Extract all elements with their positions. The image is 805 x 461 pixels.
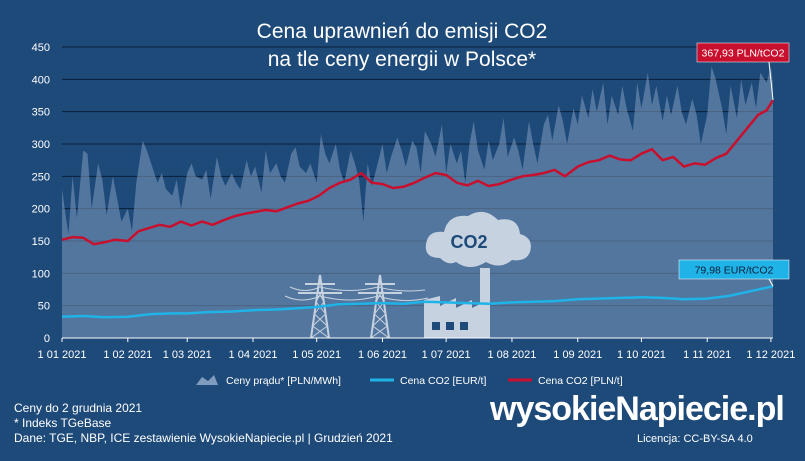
y-tick-label: 400 [32, 74, 50, 86]
y-tick-label: 0 [44, 333, 50, 345]
pylon-legs [310, 274, 330, 339]
cloud: CO2 [425, 211, 531, 267]
pylon-left [298, 274, 342, 339]
factory-window [460, 322, 468, 330]
pylon-legs [370, 274, 390, 339]
y-tick-label: 100 [32, 268, 50, 280]
x-tick-label: 1 07 2021 [422, 349, 471, 361]
cloud-co2-label: CO2 [450, 232, 487, 252]
annotations: 367,93 PLN/tCO2 79,98 EUR/tCO2 [678, 42, 790, 287]
license-text: Licencja: CC-BY-SA 4.0 [637, 433, 753, 445]
electricity-price-area [62, 66, 773, 339]
x-tick-label: 1 12 2021 [746, 349, 795, 361]
factory [424, 268, 490, 338]
factory-window [446, 322, 454, 330]
pylon-lattice [314, 301, 326, 315]
x-tick-label: 1 05 2021 [292, 349, 341, 361]
annotation-pln-box [696, 42, 790, 63]
brand-logo-text: wysokieNapiecie.pl [490, 390, 785, 428]
annotation-leader [768, 278, 774, 287]
x-tick-label: 1 08 2021 [487, 349, 536, 361]
y-tick-label: 50 [38, 301, 50, 313]
x-tick-label: 1 09 2021 [553, 349, 602, 361]
y-tick-label: 450 [32, 42, 50, 54]
annotation-pln-label: 367,93 PLN/tCO2 [702, 48, 785, 60]
x-tick-label: 1 03 2021 [163, 349, 212, 361]
y-axis-ticks: 0 50 100 150 200 250 300 350 400 450 [32, 42, 50, 345]
pylon-lattice [370, 325, 390, 339]
pylon-lattice [310, 325, 330, 339]
pylon-lattice [312, 313, 328, 327]
annotation-eur-box [678, 259, 790, 280]
factory-window [432, 322, 440, 330]
x-tick-label: 1 04 2021 [229, 349, 278, 361]
pylon-lattice [372, 313, 388, 327]
pylon-right [358, 274, 402, 339]
chart-title-line: Cena uprawnień do emisji CO2 [257, 20, 548, 43]
y-tick-label: 350 [32, 107, 50, 119]
cloud-shape [425, 211, 531, 267]
legend-label: Ceny prądu* [PLN/MWh] [226, 375, 341, 387]
legend-label: Cena CO2 [PLN/t] [538, 375, 623, 387]
x-tick-label: 1 11 2021 [683, 349, 731, 361]
area-electricity-price [62, 66, 773, 339]
y-tick-label: 200 [32, 204, 50, 216]
legend-swatch-area [196, 375, 218, 385]
y-tick-label: 250 [32, 171, 50, 183]
x-axis-ticks: 1 01 2021 1 02 2021 1 03 2021 1 04 2021 1 05… [38, 337, 795, 361]
y-tick-label: 150 [32, 236, 50, 248]
line-co2-pln [61, 99, 775, 246]
legend-label: Cena CO2 [EUR/t] [400, 375, 486, 387]
x-tick-label: 1 06 2021 [358, 349, 407, 361]
y-tick-label: 300 [32, 139, 50, 151]
legend: Ceny prądu* [PLN/MWh] Cena CO2 [EUR/t] Cen… [196, 375, 623, 387]
power-wire [289, 286, 426, 292]
annotation-eur-label: 79,98 EUR/tCO2 [695, 265, 774, 277]
annotation-leader [768, 61, 774, 101]
footer-note-date: Ceny do 2 grudnia 2021 [14, 401, 143, 415]
x-tick-label: 1 02 2021 [103, 349, 152, 361]
chart-title: Cena uprawnień do emisji CO2 na tle ceny … [257, 20, 548, 71]
illustration: CO2 [284, 211, 531, 339]
x-tick-label: 1 10 2021 [617, 349, 666, 361]
factory-building [424, 268, 490, 338]
footer-note-sources: Dane: TGE, NBP, ICE zestawienie WysokieN… [14, 431, 393, 445]
footer-note-index: * Indeks TGeBase [14, 416, 112, 430]
chart-title-line: na tle ceny energii w Polsce* [268, 48, 536, 71]
power-wire [284, 295, 429, 302]
series-lines [61, 99, 775, 319]
line-co2-eur [61, 285, 774, 319]
x-tick-label: 1 01 2021 [38, 349, 87, 361]
